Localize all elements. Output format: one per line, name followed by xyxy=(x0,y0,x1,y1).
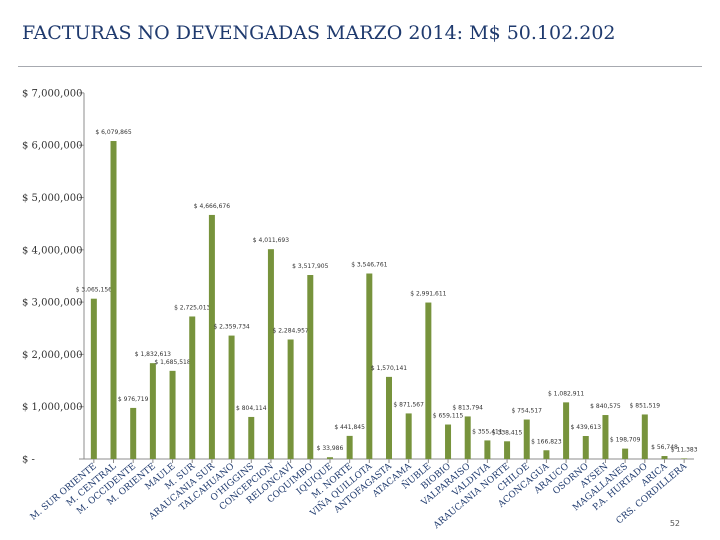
page-number: 52 xyxy=(669,519,680,528)
y-tick-label: $ 4,000,000 xyxy=(22,245,82,256)
bar xyxy=(582,436,589,459)
bar xyxy=(445,424,452,459)
bar xyxy=(622,448,629,459)
value-label: $ 56,748 xyxy=(651,444,678,451)
title-divider xyxy=(18,66,702,67)
value-label: $ 2,725,013 xyxy=(174,304,210,311)
bar xyxy=(130,407,137,459)
bar xyxy=(484,440,491,459)
y-tick-label: $ 2,000,000 xyxy=(22,350,82,361)
bar xyxy=(90,298,97,459)
value-label: $ 441,845 xyxy=(334,424,365,431)
value-label: $ 804,114 xyxy=(236,405,267,412)
bar xyxy=(563,402,570,459)
bar xyxy=(425,302,432,459)
value-label: $ 871,567 xyxy=(393,401,424,408)
value-label: $ 338,415 xyxy=(492,429,523,436)
value-label: $ 3,546,761 xyxy=(351,262,387,269)
value-label: $ 355,411 xyxy=(472,428,503,435)
bar xyxy=(346,435,353,459)
bar xyxy=(149,363,156,459)
value-label: $ 166,823 xyxy=(531,438,562,445)
y-tick-label: $ 6,000,000 xyxy=(22,141,82,152)
bar xyxy=(267,249,274,459)
bar xyxy=(602,415,609,459)
value-label: $ 3,065,156 xyxy=(76,287,112,294)
value-label: $ 2,359,734 xyxy=(213,324,249,331)
value-label: $ 851,519 xyxy=(630,402,661,409)
value-label: $ 813,794 xyxy=(452,404,483,411)
value-label: $ 33,986 xyxy=(317,445,344,452)
y-tick-label: $ 1,000,000 xyxy=(22,402,82,413)
bar xyxy=(366,273,373,459)
y-tick-label: $ 5,000,000 xyxy=(22,193,82,204)
bar xyxy=(326,457,333,459)
value-label: $ 439,613 xyxy=(571,424,602,431)
bar xyxy=(248,416,255,459)
bar xyxy=(464,416,471,459)
y-tick-label: $ 7,000,000 xyxy=(22,88,82,99)
bar xyxy=(661,456,668,459)
value-label: $ 976,719 xyxy=(118,396,149,403)
bar xyxy=(287,339,294,459)
y-tick-label: $ - xyxy=(22,455,35,466)
bar xyxy=(523,419,530,459)
bar xyxy=(228,335,235,459)
bar xyxy=(543,450,550,459)
value-label: $ 754,517 xyxy=(511,408,542,415)
value-label: $ 4,011,693 xyxy=(253,237,289,244)
bar xyxy=(189,316,196,459)
bar xyxy=(641,414,648,459)
value-label: $ 840,575 xyxy=(590,403,621,410)
value-label: $ 3,517,905 xyxy=(292,263,328,270)
value-label: $ 2,284,957 xyxy=(272,327,308,334)
value-label: $ 1,082,911 xyxy=(548,390,584,397)
bar xyxy=(681,458,688,459)
value-label: $ 659,115 xyxy=(433,413,464,420)
bar xyxy=(386,376,392,459)
bar xyxy=(405,413,412,459)
value-label: $ 1,832,613 xyxy=(135,351,171,358)
value-label: $ 6,079,865 xyxy=(95,129,131,136)
value-label: $ 198,709 xyxy=(610,437,641,444)
value-label: $ 2,991,611 xyxy=(410,291,446,298)
value-label: $ 4,666,676 xyxy=(194,203,230,210)
bar xyxy=(307,275,314,459)
bar xyxy=(169,370,176,459)
value-label: $ 1,570,141 xyxy=(371,365,407,372)
page-title: FACTURAS NO DEVENGADAS MARZO 2014: M$ 50… xyxy=(22,22,616,44)
bar xyxy=(110,141,117,459)
value-label: $ 1,685,518 xyxy=(154,359,190,366)
y-tick-label: $ 3,000,000 xyxy=(22,298,82,309)
bar xyxy=(208,214,215,459)
value-label: $ 11,383 xyxy=(671,446,698,453)
bar xyxy=(504,441,511,459)
